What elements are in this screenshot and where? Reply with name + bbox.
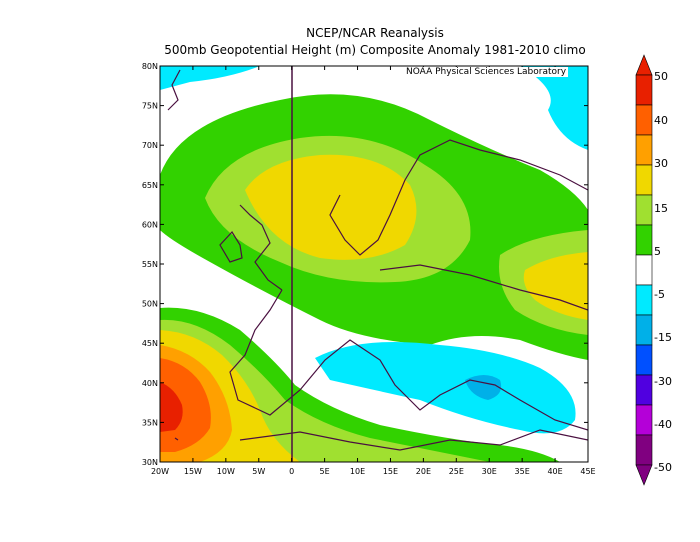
lon-tick-label: 20E: [416, 467, 431, 476]
colorbar-bottom-arrow: [635, 464, 653, 486]
coast-british-isles: [239, 204, 283, 291]
latitude-ticks: 30N 35N 40N 45N 50N 55N 60N 65N 70N 75N 80N: [142, 62, 588, 467]
lat-tick-label: 60N: [142, 220, 158, 229]
lon-tick-label: 40E: [547, 467, 562, 476]
lat-tick-label: 40N: [142, 379, 158, 388]
lat-tick-label: 30N: [142, 458, 158, 467]
chart-subtitle: 500mb Geopotential Height (m) Composite …: [164, 43, 586, 57]
colorbar-segment: [635, 374, 653, 406]
lat-tick-label: 50N: [142, 300, 158, 309]
colorbar-segment: [635, 344, 653, 376]
lon-tick-label: 20W: [151, 467, 169, 476]
lon-tick-label: 25E: [449, 467, 464, 476]
coast-north-africa: [239, 429, 588, 451]
colorbar-label: 40: [654, 114, 668, 127]
lon-tick-label: 5W: [252, 467, 265, 476]
chart-title: NCEP/NCAR Reanalysis: [306, 26, 444, 40]
coast-scandinavia: [329, 139, 588, 256]
colorbar-label: 50: [654, 70, 668, 83]
coast-greenland: [167, 69, 181, 111]
lat-tick-label: 80N: [142, 62, 158, 71]
cyan-region-arctic-east: [520, 66, 588, 150]
lon-tick-label: 15W: [184, 467, 202, 476]
coast-ireland: [219, 231, 243, 263]
lat-tick-label: 75N: [142, 102, 158, 111]
colorbar-segment: [635, 254, 653, 286]
colorbar-segment: [635, 74, 653, 106]
lon-tick-label: 30E: [482, 467, 497, 476]
colorbar-label: -15: [654, 331, 672, 344]
lat-tick-label: 70N: [142, 141, 158, 150]
coast-canary: [174, 437, 179, 441]
lat-tick-label: 65N: [142, 181, 158, 190]
lat-tick-label: 45N: [142, 339, 158, 348]
coastlines: [167, 69, 588, 451]
credit-label: NOAA Physical Sciences Laboratory: [404, 67, 569, 77]
lon-tick-label: 35E: [515, 467, 530, 476]
colorbar-label: 5: [654, 245, 661, 258]
cyan-region-arctic-west: [160, 66, 260, 90]
border-central-europe: [379, 264, 588, 311]
lon-tick-label: 45E: [580, 467, 595, 476]
yellow-region-east: [523, 252, 588, 320]
anomaly-field: [160, 66, 588, 462]
colorbar-label: -30: [654, 375, 672, 388]
colorbar-segment: [635, 404, 653, 436]
colorbar-segment: [635, 434, 653, 466]
lon-tick-label: 10W: [217, 467, 235, 476]
yellow-region-north: [245, 154, 417, 260]
coast-mediterranean-north: [229, 289, 588, 431]
colorbar-segment: [635, 284, 653, 316]
colorbar-label: -40: [654, 418, 672, 431]
colorbar-top-arrow: [635, 54, 653, 76]
lon-tick-label: 10E: [350, 467, 365, 476]
colorbar-label: -50: [654, 461, 672, 474]
colorbar-segment: [635, 164, 653, 196]
cyan-region-south: [315, 341, 576, 434]
lat-tick-label: 55N: [142, 260, 158, 269]
lat-tick-label: 35N: [142, 418, 158, 427]
longitude-ticks: 20W 15W 10W 5W 0 5E 10E 15E 20E 25E 30E 35E 40E 45E: [151, 66, 596, 476]
colorbar-segment: [635, 104, 653, 136]
lon-tick-label: 5E: [320, 467, 330, 476]
lon-tick-label: 0: [289, 467, 294, 476]
colorbar: 50 40 30 15 5 -5 -15 -30 -40 -50: [635, 54, 672, 486]
colorbar-segment: [635, 224, 653, 256]
colorbar-segment: [635, 194, 653, 226]
colorbar-segment: [635, 134, 653, 166]
colorbar-label: -5: [654, 288, 665, 301]
colorbar-label: 30: [654, 157, 668, 170]
red-region-southwest: [160, 382, 183, 432]
colorbar-segment: [635, 314, 653, 346]
lon-tick-label: 15E: [383, 467, 398, 476]
colorbar-label: 15: [654, 202, 668, 215]
